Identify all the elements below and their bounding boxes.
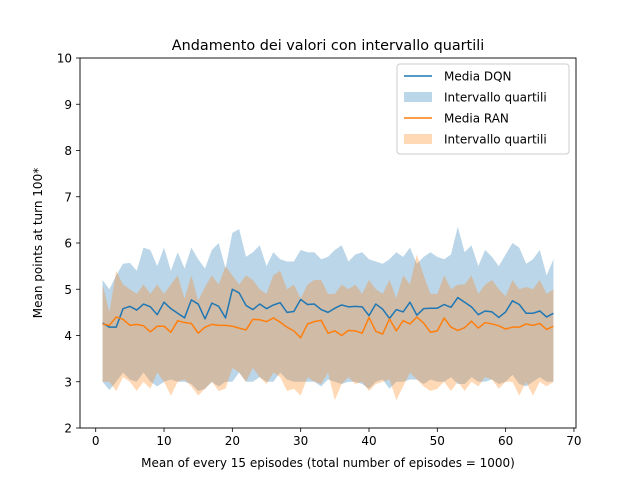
legend-ran-band-label: Intervallo quartili [444,133,547,147]
y-tick-label: 2 [64,422,72,436]
legend-ran-label: Media RAN [444,112,509,126]
series-line-dqn [102,288,554,328]
legend-dqn-label: Media DQN [444,70,512,84]
x-tick-label: 50 [430,434,445,448]
x-axis-label: Mean of every 15 episodes (total number … [141,456,515,470]
chart-title: Andamento dei valori con intervallo quar… [172,38,484,54]
x-tick-label: 20 [225,434,240,448]
y-axis-label: Mean points at turn 100* [31,168,45,318]
x-tick-label: 30 [293,434,308,448]
legend-dqn-band-label: Intervallo quartili [444,91,547,105]
quartile-band-dqn [102,226,554,391]
y-tick-label: 5 [64,283,72,297]
y-tick-label: 8 [64,144,72,158]
legend-ran-band-swatch [404,134,432,144]
legend-dqn-band-swatch [404,92,432,102]
series-line-ran [102,316,554,339]
y-tick-label: 9 [64,98,72,112]
y-tick-label: 7 [64,190,72,204]
quartile-band-ran [102,254,554,401]
x-tick-label: 70 [566,434,581,448]
x-axis: 0 10 20 30 40 50 60 70 [92,428,582,448]
y-axis: 2 3 4 5 6 7 8 9 10 [57,52,80,436]
x-tick-label: 60 [498,434,513,448]
y-tick-label: 6 [64,237,72,251]
x-tick-label: 10 [156,434,171,448]
y-tick-label: 3 [64,375,72,389]
plot-area [102,226,554,401]
y-tick-label: 10 [57,52,72,66]
x-tick-label: 40 [361,434,376,448]
y-tick-label: 4 [64,329,72,343]
x-tick-label: 0 [92,434,100,448]
legend-box [396,63,570,155]
legend: Media DQN Intervallo quartili Media RAN … [396,63,570,155]
